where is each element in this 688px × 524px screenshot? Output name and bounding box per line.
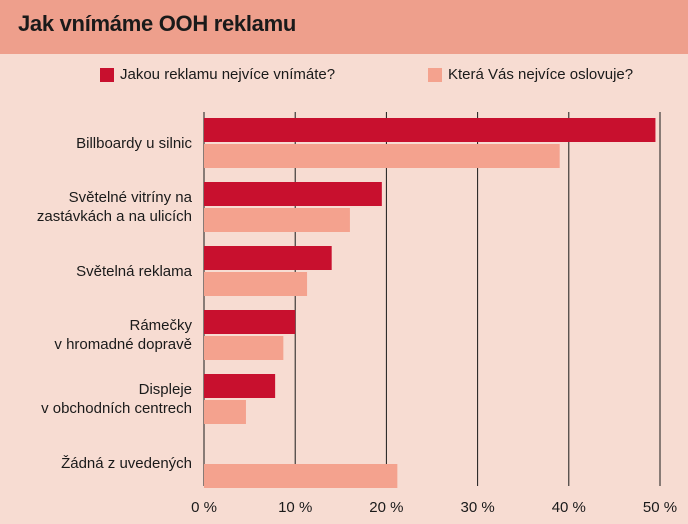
bar-series-1 [204, 182, 382, 206]
category-label: Displeje v obchodních centrech [41, 381, 192, 417]
category-label: Žádná z uvedených [61, 454, 192, 472]
x-tick-label: 30 % [460, 499, 494, 516]
bar-series-2 [204, 144, 560, 168]
bar-series-2 [204, 464, 398, 488]
legend-swatch-series-1 [100, 67, 114, 82]
legend-label-series-1: Jakou reklamu nejvíce vnímáte? [120, 66, 336, 83]
legend-item-series-2: Která Vás nejvíce oslovuje? [428, 66, 633, 83]
bar-series-2 [204, 336, 284, 360]
category-label: Světelná reklama [76, 262, 192, 280]
category-label: Billboardy u silnic [76, 134, 192, 152]
bar-series-2 [204, 400, 246, 424]
bar-series-1 [204, 118, 656, 142]
bar-series-1 [204, 374, 276, 398]
bar-series-2 [204, 208, 350, 232]
legend-swatch-series-2 [428, 67, 442, 82]
legend-item-series-1: Jakou reklamu nejvíce vnímáte? [100, 66, 335, 83]
x-tick-label: 20 % [369, 499, 403, 516]
bar-series-1 [204, 310, 296, 334]
bar-series-1 [204, 246, 332, 270]
category-label: Světelné vitríny na zastávkách a na ulic… [36, 189, 192, 225]
bar-series-2 [204, 272, 308, 296]
chart-title: Jak vnímáme OOH reklamu [18, 11, 297, 36]
x-tick-label: 50 % [643, 499, 677, 516]
category-label: Rámečky v hromadné dopravě [54, 317, 192, 353]
chart-header: Jak vnímáme OOH reklamu [0, 0, 688, 54]
x-tick-label: 40 % [552, 499, 586, 516]
x-tick-label: 0 % [191, 499, 217, 516]
legend-label-series-2: Která Vás nejvíce oslovuje? [448, 66, 634, 83]
x-tick-label: 10 % [278, 499, 312, 516]
